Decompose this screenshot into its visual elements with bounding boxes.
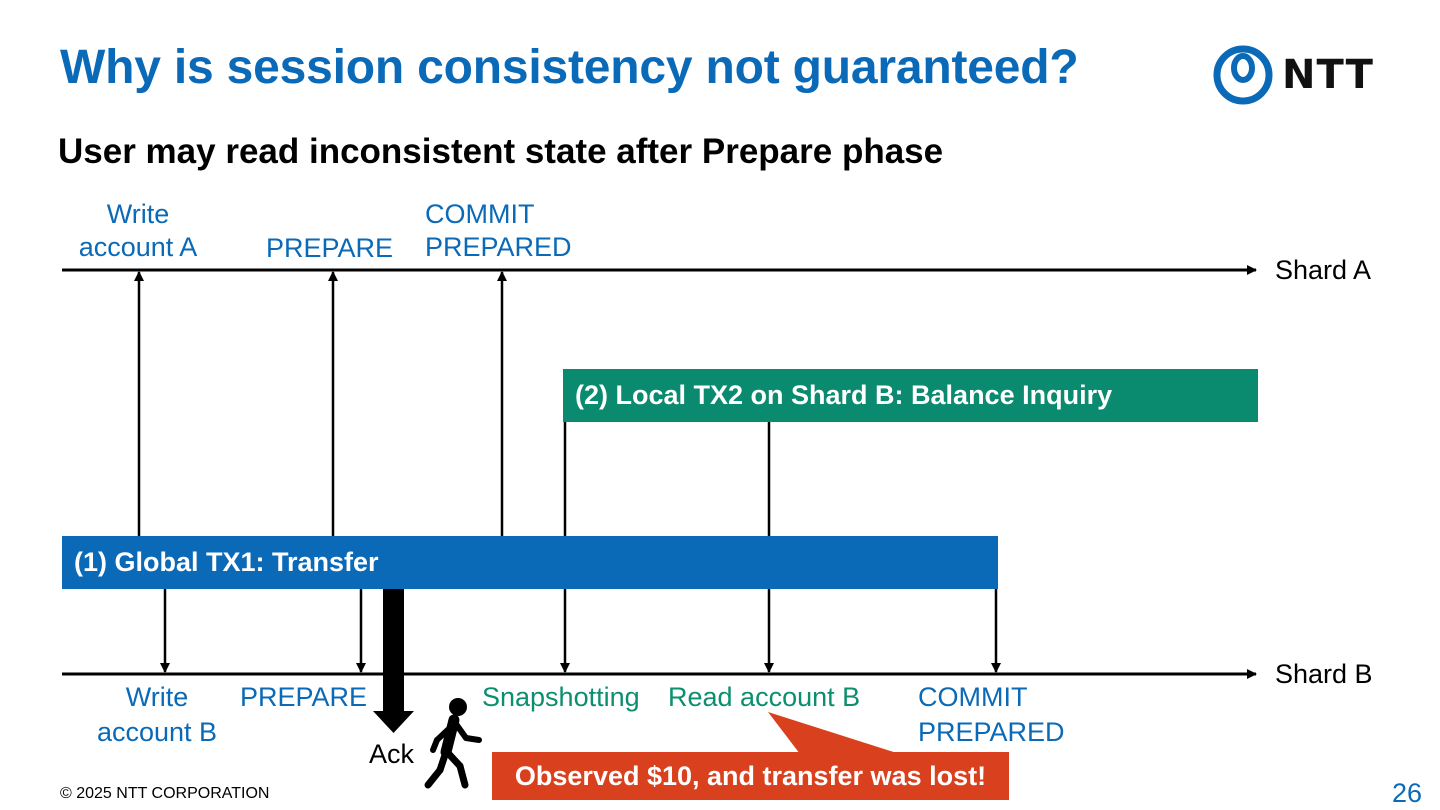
ack-arrow (373, 589, 414, 733)
label-write-account-a-line2: account A (78, 232, 198, 262)
label-snapshotting: Snapshotting (482, 682, 640, 712)
label-commit-shard-b-line1: COMMIT (918, 682, 1028, 712)
label-read-account-b: Read account B (668, 682, 861, 712)
label-commit-shard-a-line1: COMMIT (425, 199, 535, 229)
global-tx1-bar: (1) Global TX1: Transfer (62, 536, 998, 589)
label-commit-shard-a: COMMIT PREPARED (425, 198, 572, 264)
logo-wordmark: NTT (1282, 52, 1374, 98)
label-commit-shard-b-line2: PREPARED (918, 717, 1065, 747)
label-shard-b: Shard B (1275, 659, 1373, 689)
callout-pointer (768, 712, 900, 754)
label-ack: Ack (369, 739, 415, 769)
label-prepare-shard-b: PREPARE (240, 682, 368, 712)
page-number: 26 (1392, 778, 1423, 808)
callout-observed: Observed $10, and transfer was lost! (492, 752, 1009, 800)
ntt-logo-icon (1213, 45, 1273, 105)
slide-title: Why is session consistency not guarantee… (60, 41, 1079, 94)
slide-subtitle: User may read inconsistent state after P… (58, 132, 944, 171)
label-write-account-a: Write account A (75, 198, 201, 264)
label-write-account-b-line2: account B (96, 717, 218, 747)
label-commit-shard-a-line2: PREPARED (425, 232, 572, 262)
label-write-account-b-line1: Write (125, 682, 189, 712)
label-prepare-shard-a: PREPARE (266, 233, 394, 263)
footer-copyright: © 2025 NTT CORPORATION (60, 785, 270, 802)
walking-person-icon (424, 698, 482, 789)
label-shard-a: Shard A (1275, 255, 1372, 285)
label-write-account-b: Write account B (92, 681, 222, 749)
label-write-account-a-line1: Write (106, 199, 170, 229)
ntt-logo: NTT (1212, 44, 1374, 106)
local-tx2-bar: (2) Local TX2 on Shard B: Balance Inquir… (563, 369, 1258, 422)
label-commit-shard-b: COMMIT PREPARED (918, 681, 1065, 749)
